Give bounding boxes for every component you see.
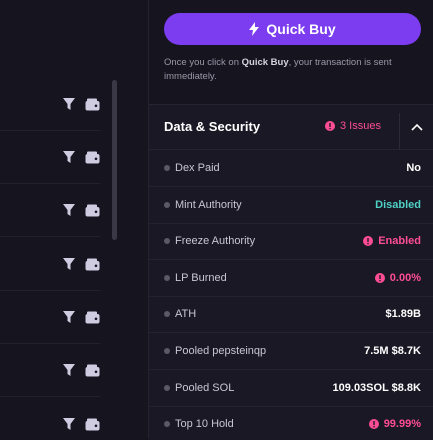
trade-panel: Quick Buy Once you click on Quick Buy, y… — [149, 0, 433, 440]
row-divider — [0, 290, 100, 291]
row-divider — [149, 223, 433, 224]
info-dot-icon — [164, 165, 170, 171]
wallet-icon[interactable] — [85, 364, 100, 377]
row-divider — [149, 332, 433, 333]
chevron-up-icon[interactable] — [411, 123, 423, 131]
row-divider — [0, 343, 100, 344]
info-dot-icon — [164, 275, 170, 281]
quick-buy-label: Quick Buy — [266, 21, 336, 37]
token-list-panel — [0, 0, 148, 439]
row-divider — [0, 396, 100, 397]
header-divider — [399, 113, 400, 149]
row-divider — [149, 186, 433, 187]
token-row-actions — [62, 96, 106, 112]
row-label: Freeze Authority — [164, 235, 255, 247]
row-label: Pooled pepsteinqp — [164, 345, 266, 357]
filter-icon[interactable] — [62, 257, 76, 271]
info-dot-icon — [164, 348, 170, 354]
row-label: Pooled SOL — [164, 382, 234, 394]
token-row-actions — [62, 416, 106, 432]
data-security-panel: Data & Security 3 Issues Dex Paid No Mint … — [149, 104, 433, 440]
row-value: 99.99% — [368, 418, 421, 430]
row-label: Dex Paid — [164, 162, 220, 174]
security-row: LP Burned 0.00% — [164, 268, 421, 288]
row-label: Top 10 Hold — [164, 418, 234, 430]
security-row: Pooled pepsteinqp 7.5M $8.7K — [164, 341, 421, 361]
info-dot-icon — [164, 385, 170, 391]
row-value: Enabled — [363, 235, 421, 247]
panel-title: Data & Security — [164, 119, 261, 134]
row-divider — [0, 130, 100, 131]
scrollbar[interactable] — [112, 80, 117, 240]
wallet-icon[interactable] — [85, 204, 100, 217]
row-divider — [0, 183, 100, 184]
issues-label: 3 Issues — [340, 120, 381, 132]
lightning-icon — [249, 22, 260, 36]
row-divider — [149, 259, 433, 260]
alert-icon — [363, 236, 374, 246]
row-divider — [149, 406, 433, 407]
alert-icon — [368, 419, 379, 429]
filter-icon[interactable] — [62, 97, 76, 111]
token-row-actions — [62, 149, 106, 165]
security-row: ATH $1.89B — [164, 304, 421, 324]
quick-buy-button[interactable]: Quick Buy — [164, 13, 421, 45]
row-label: Mint Authority — [164, 199, 242, 211]
issues-badge[interactable]: 3 Issues — [325, 120, 381, 132]
quick-buy-note: Once you click on Quick Buy, your transa… — [164, 57, 392, 82]
security-row: Dex Paid No — [164, 158, 421, 178]
row-value: 7.5M $8.7K — [364, 345, 421, 357]
filter-icon[interactable] — [62, 310, 76, 324]
row-value: 109.03SOL $8.8K — [332, 382, 421, 394]
row-value: Disabled — [375, 199, 421, 211]
filter-icon[interactable] — [62, 363, 76, 377]
row-divider — [149, 369, 433, 370]
row-value: No — [406, 162, 421, 174]
token-row-actions — [62, 362, 106, 378]
alert-icon — [374, 273, 385, 283]
token-row-actions — [62, 256, 106, 272]
security-row: Freeze Authority Enabled — [164, 231, 421, 251]
row-label: LP Burned — [164, 272, 227, 284]
token-row-actions — [62, 202, 106, 218]
filter-icon[interactable] — [62, 150, 76, 164]
row-value: 0.00% — [374, 272, 421, 284]
filter-icon[interactable] — [62, 203, 76, 217]
token-row-actions — [62, 309, 106, 325]
info-dot-icon — [164, 238, 170, 244]
security-row: Top 10 Hold 99.99% — [164, 414, 421, 434]
security-row: Pooled SOL 109.03SOL $8.8K — [164, 378, 421, 398]
alert-icon — [325, 121, 335, 131]
security-row: Mint Authority Disabled — [164, 195, 421, 215]
info-dot-icon — [164, 202, 170, 208]
row-divider — [0, 236, 100, 237]
row-divider — [149, 296, 433, 297]
wallet-icon[interactable] — [85, 418, 100, 431]
row-value: $1.89B — [385, 308, 421, 320]
info-dot-icon — [164, 311, 170, 317]
wallet-icon[interactable] — [85, 98, 100, 111]
row-label: ATH — [164, 308, 196, 320]
panel-header[interactable]: Data & Security 3 Issues — [149, 105, 433, 150]
wallet-icon[interactable] — [85, 258, 100, 271]
filter-icon[interactable] — [62, 417, 76, 431]
divider — [148, 0, 149, 439]
wallet-icon[interactable] — [85, 311, 100, 324]
wallet-icon[interactable] — [85, 151, 100, 164]
info-dot-icon — [164, 421, 170, 427]
